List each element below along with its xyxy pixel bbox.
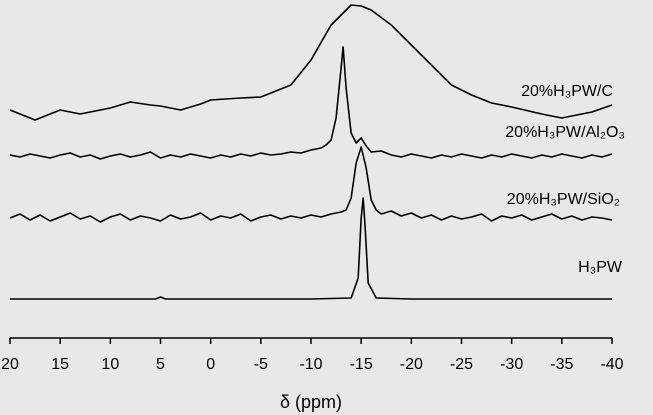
x-tick-label: -30 bbox=[500, 356, 523, 373]
x-tick-label: -5 bbox=[254, 356, 268, 373]
spectrum-line bbox=[9, 46, 613, 160]
spectrum-line bbox=[9, 146, 613, 223]
series-label: 20%H₃PW/Al₂O₃ bbox=[505, 124, 625, 141]
x-tick-label: -25 bbox=[450, 356, 473, 373]
x-tick-label: -40 bbox=[600, 356, 623, 373]
x-axis-label: δ (ppm) bbox=[280, 392, 342, 412]
series-label: 20%H₃PW/C bbox=[521, 83, 613, 100]
spectrum-line bbox=[9, 4, 613, 121]
x-tick-label: 0 bbox=[206, 356, 215, 373]
x-tick-label: 10 bbox=[101, 356, 119, 373]
x-tick-label: -10 bbox=[299, 356, 322, 373]
x-tick-label: 5 bbox=[156, 356, 165, 373]
x-tick-label: -35 bbox=[550, 356, 573, 373]
x-tick-label: 20 bbox=[1, 356, 19, 373]
x-tick-label: -15 bbox=[350, 356, 373, 373]
x-tick-label: -20 bbox=[400, 356, 423, 373]
spectrum-line bbox=[10, 197, 612, 300]
x-tick-label: 15 bbox=[51, 356, 69, 373]
series-label: H₃PW bbox=[578, 259, 623, 276]
series-label: 20%H₃PW/SiO₂ bbox=[507, 191, 620, 208]
